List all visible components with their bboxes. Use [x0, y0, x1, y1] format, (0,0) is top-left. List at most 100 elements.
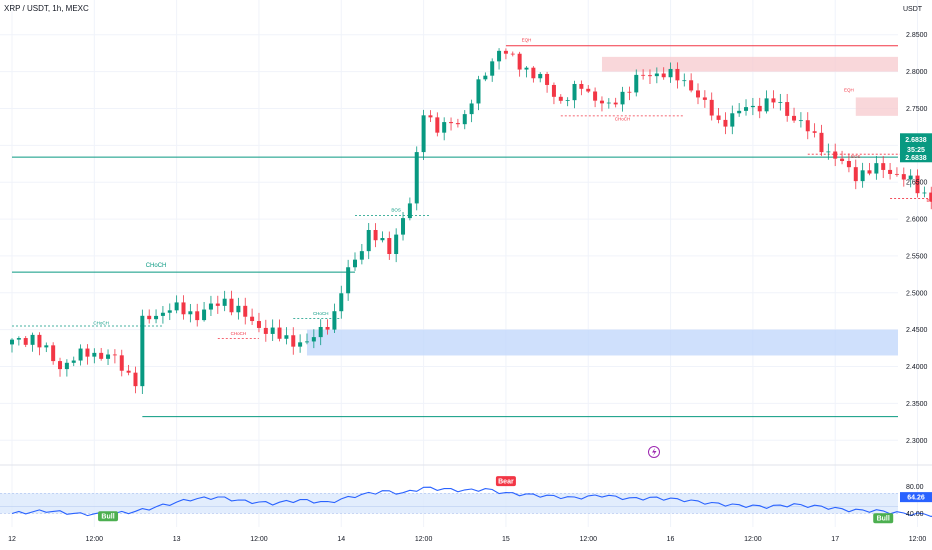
structure-label: CHoCH [146, 263, 167, 269]
candle-down [833, 151, 838, 159]
candle-down [545, 73, 550, 85]
candle-down [229, 298, 234, 313]
time-tick-label: 12:00 [250, 536, 268, 543]
candle-up [565, 100, 570, 101]
candle-up [483, 75, 488, 80]
candle-down [702, 97, 707, 100]
candle-down [689, 80, 694, 91]
candle-up [71, 360, 76, 363]
candle-up [16, 338, 21, 340]
structure-label: CHoCH [231, 331, 247, 336]
countdown-text: 35:25 [907, 147, 925, 154]
candle-down [888, 169, 893, 174]
candle-up [414, 152, 419, 204]
candle-up [442, 122, 447, 133]
candle-up [270, 327, 275, 334]
candle-down [757, 105, 762, 112]
price-tick-label: 2.6500 [906, 180, 928, 187]
structure-label: BOS [851, 154, 861, 159]
candle-down [901, 174, 906, 180]
candle-down [915, 175, 920, 194]
candle-down [593, 91, 598, 101]
candle-up [620, 91, 625, 105]
candle-up [318, 326, 323, 338]
candle-down [449, 122, 454, 124]
candle-up [188, 311, 193, 315]
candle-down [661, 73, 666, 78]
supply-zone [601, 56, 898, 72]
badge-bg [495, 476, 516, 487]
candle-down [641, 74, 646, 76]
candle-down [846, 161, 851, 168]
candle-down [250, 316, 255, 322]
axes-layer: 2.85002.80002.75002.70002.65002.60002.55… [8, 32, 928, 543]
candle-down [133, 372, 138, 387]
structure-label: EQH [522, 37, 532, 42]
candle-up [366, 229, 371, 252]
demand-zone [306, 329, 899, 356]
time-tick-label: 16 [667, 536, 675, 543]
candle-up [469, 103, 474, 115]
candle-up [106, 354, 111, 359]
candle-down [435, 117, 440, 133]
candle-up [538, 73, 543, 79]
lightning-icon-bolt [652, 448, 657, 456]
price-tick-label: 2.4000 [906, 364, 928, 371]
candle-down [373, 229, 378, 241]
candle-down [812, 131, 817, 133]
last-price-badge [900, 133, 932, 156]
candle-down [551, 84, 556, 97]
candle-down [805, 120, 810, 132]
candle-down [85, 348, 90, 357]
candle-down [853, 167, 858, 182]
candle-up [606, 102, 611, 104]
candle-up [298, 342, 303, 347]
candle-down [647, 75, 652, 77]
candle-up [407, 203, 412, 219]
candle-up [634, 74, 639, 93]
candle-up [778, 102, 783, 103]
price-tick-label: 2.8500 [906, 32, 928, 39]
levels-layer [12, 45, 932, 418]
candle-up [737, 110, 742, 114]
candle-down [112, 354, 117, 356]
candle-down [387, 238, 392, 255]
candle-down [840, 158, 845, 162]
candle-down [929, 192, 932, 202]
candle-down [263, 327, 268, 334]
currency-label[interactable]: USDT [903, 6, 923, 13]
candle-up [208, 303, 213, 310]
candle-up [140, 315, 145, 387]
structure-layer: CHoCHEQHEQHWeak HighStrong LowCHoCHCHoCH… [93, 37, 932, 336]
candle-down [531, 67, 536, 79]
level-price-text: 2.6838 [905, 155, 927, 162]
candle-down [291, 335, 296, 347]
candle-down [723, 119, 728, 127]
structure-label: CHoCH [93, 321, 109, 326]
candle-up [78, 348, 83, 361]
time-tick-label: 14 [337, 536, 345, 543]
candle-down [119, 355, 124, 371]
price-tick-label: 2.4500 [906, 327, 928, 334]
price-tick-label: 2.3500 [906, 401, 928, 408]
candle-up [572, 83, 577, 101]
candle-up [359, 251, 364, 260]
candle-up [304, 341, 309, 343]
time-tick-label: 17 [831, 536, 839, 543]
candle-up [394, 234, 399, 255]
badge-label: Bull [877, 516, 890, 523]
rsi-line [11, 486, 932, 518]
candle-up [682, 80, 687, 82]
candle-down [428, 115, 433, 118]
candle-up [284, 335, 289, 339]
price-tick-label: 2.5500 [906, 253, 928, 260]
candle-up [908, 175, 913, 180]
candle-down [37, 334, 42, 348]
lightning-icon[interactable] [648, 446, 660, 458]
candle-down [894, 173, 899, 175]
candle-down [243, 305, 248, 317]
candle-up [174, 302, 179, 311]
candle-down [819, 132, 824, 153]
candle-up [30, 334, 35, 345]
